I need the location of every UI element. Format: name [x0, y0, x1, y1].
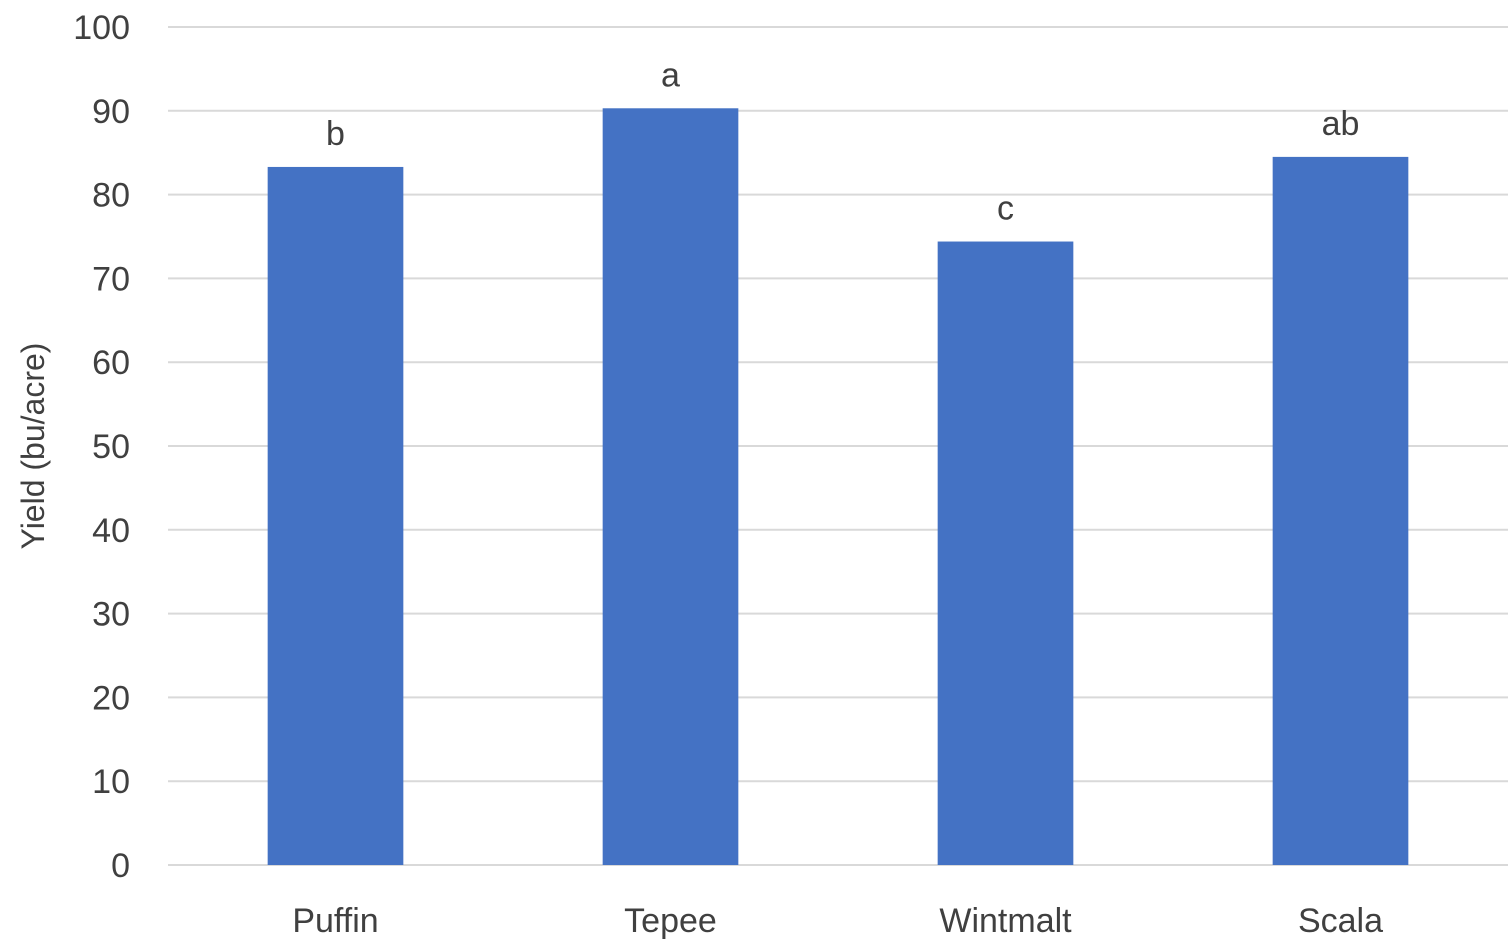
x-category-label: Tepee	[624, 902, 717, 940]
y-tick-label: 100	[73, 9, 130, 47]
y-axis-ticks: 0 10 20 30 40 50 60 70 80 90 100	[73, 9, 130, 885]
bar-tepee	[602, 108, 739, 865]
bars	[267, 108, 1409, 866]
y-tick-label: 60	[92, 344, 130, 382]
y-tick-label: 30	[92, 596, 130, 634]
x-category-label: Wintmalt	[939, 902, 1072, 940]
y-tick-label: 80	[92, 177, 130, 215]
bar-puffin	[267, 166, 404, 866]
y-tick-label: 40	[92, 512, 130, 550]
y-tick-label: 0	[111, 847, 130, 885]
y-tick-label: 20	[92, 679, 130, 717]
data-label-tepee: a	[661, 56, 680, 94]
y-tick-label: 90	[92, 93, 130, 131]
bar-scala	[1272, 156, 1409, 865]
bar-wintmalt	[937, 241, 1074, 865]
y-axis-title: Yield (bu/acre)	[15, 343, 51, 550]
data-label-scala: ab	[1322, 105, 1360, 143]
x-category-label: Scala	[1298, 902, 1383, 940]
y-tick-label: 70	[92, 260, 130, 298]
data-labels: b a c ab	[326, 56, 1359, 227]
y-tick-label: 50	[92, 428, 130, 466]
data-label-puffin: b	[326, 115, 345, 153]
y-tick-label: 10	[92, 763, 130, 801]
x-category-label: Puffin	[292, 902, 378, 940]
x-axis-categories: Puffin Tepee Wintmalt Scala	[292, 902, 1383, 940]
data-label-wintmalt: c	[997, 190, 1014, 228]
